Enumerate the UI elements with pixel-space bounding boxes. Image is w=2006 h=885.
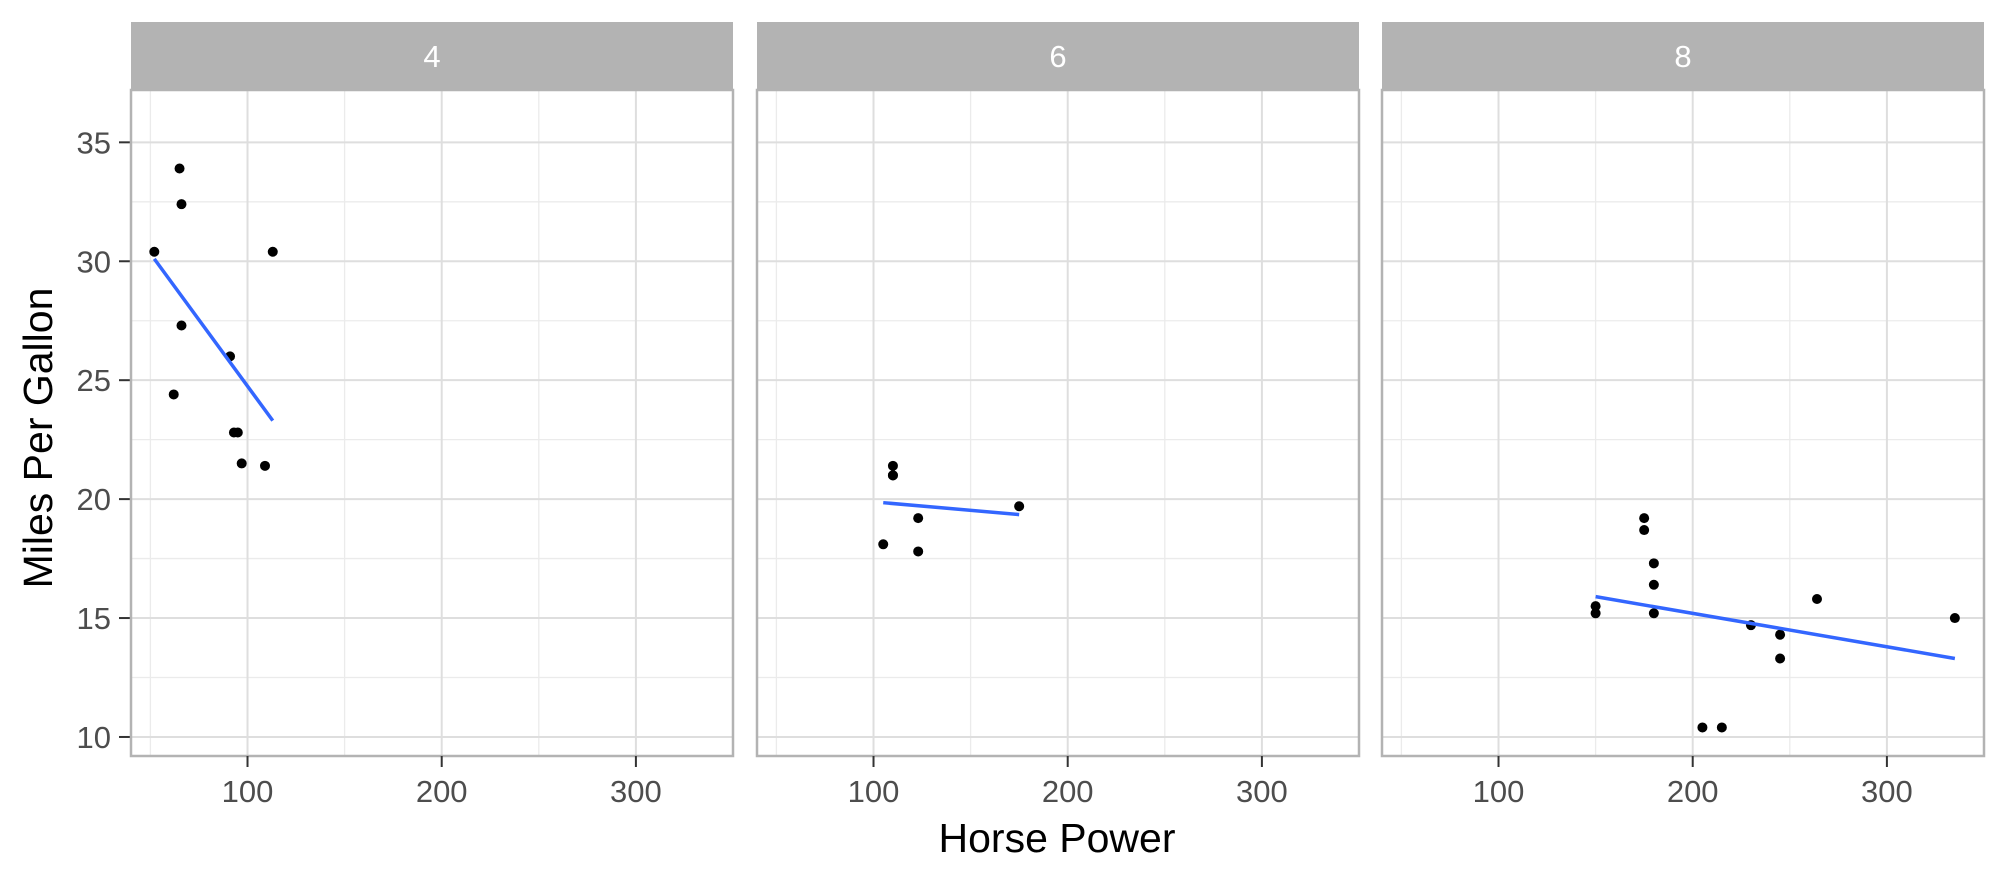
y-tick-label: 20 [77,482,111,517]
data-point [1014,501,1025,512]
facet-strip-label: 6 [1049,39,1066,74]
x-tick-label: 100 [848,774,900,809]
data-point [1639,513,1650,524]
facet-strip [757,22,1359,90]
data-point [1590,601,1601,612]
data-point [1648,558,1659,569]
data-point [1811,594,1822,605]
y-tick-label: 10 [77,720,111,755]
data-point [1775,653,1786,664]
x-tick-label: 100 [1473,774,1525,809]
data-point [149,246,160,257]
facet-strip-label: 8 [1674,39,1691,74]
facet-strip [1382,22,1984,90]
x-tick-label: 300 [1236,774,1288,809]
data-point [259,460,270,471]
data-point [1949,613,1960,624]
y-tick-label: 15 [77,601,111,636]
data-point [267,246,278,257]
panel-background [1382,90,1984,756]
data-point [1716,722,1727,733]
data-point [1697,722,1708,733]
panel-background [757,90,1359,756]
x-tick-label: 300 [1861,774,1913,809]
x-axis-title: Horse Power [939,815,1176,861]
data-point [176,320,187,331]
data-point [1648,608,1659,619]
data-point [1775,629,1786,640]
data-point [913,546,924,557]
data-point [887,460,898,471]
fit-line [883,500,1020,517]
data-point [232,427,243,438]
fit-line [1595,594,1956,661]
data-point [913,513,924,524]
x-tick-label: 300 [610,774,662,809]
x-tick-label: 200 [1042,774,1094,809]
data-point [176,199,187,210]
x-tick-label: 200 [1667,774,1719,809]
y-tick-label: 30 [77,244,111,279]
fit-line [152,257,275,422]
data-point [887,470,898,481]
y-axis-title: Miles Per Gallon [15,288,61,589]
data-point [168,389,179,400]
data-point [1639,525,1650,536]
facet-strip-label: 4 [423,39,440,74]
x-tick-label: 200 [416,774,468,809]
panel-background [131,90,733,756]
data-point [1590,608,1601,619]
data-point [878,539,889,550]
data-point [174,163,185,174]
data-point [1648,579,1659,590]
x-tick-label: 100 [222,774,274,809]
y-tick-label: 35 [77,125,111,160]
facet-strip [131,22,733,90]
y-tick-label: 25 [77,363,111,398]
data-point [236,458,247,469]
